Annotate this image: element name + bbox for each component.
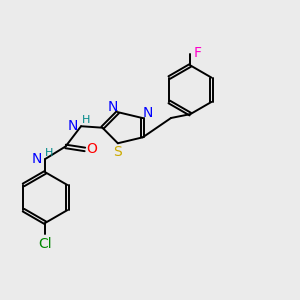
Text: F: F bbox=[193, 46, 201, 60]
Text: O: O bbox=[86, 142, 97, 156]
Text: N: N bbox=[143, 106, 153, 120]
Text: N: N bbox=[107, 100, 118, 114]
Text: N: N bbox=[68, 118, 78, 133]
Text: H: H bbox=[45, 148, 53, 158]
Text: H: H bbox=[82, 115, 90, 125]
Text: N: N bbox=[32, 152, 42, 166]
Text: Cl: Cl bbox=[39, 237, 52, 251]
Text: S: S bbox=[113, 145, 122, 159]
